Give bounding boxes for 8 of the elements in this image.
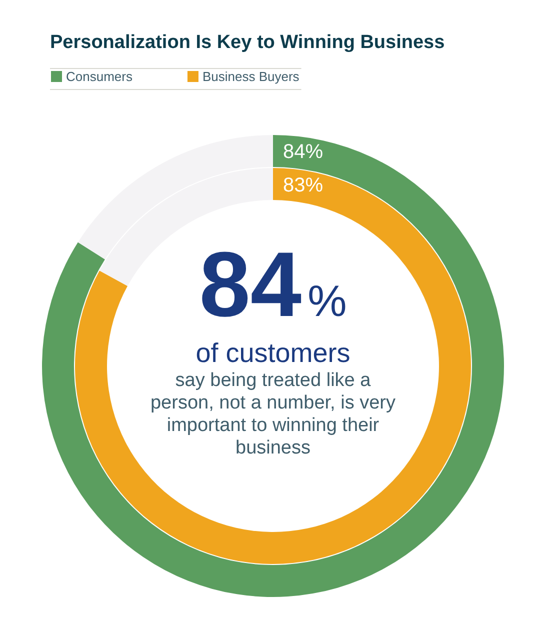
text: 84% bbox=[199, 234, 347, 336]
legend-label: Consumers bbox=[66, 69, 133, 84]
text: of customers bbox=[196, 338, 350, 368]
data-label: 84% bbox=[282, 141, 324, 164]
data-label: 83% bbox=[282, 174, 324, 196]
legend-label: Business Buyers bbox=[202, 69, 300, 84]
chart-title: Personalization Is Key to Winning Business bbox=[50, 32, 445, 53]
text: say being treated like a person, not a number, is very important to winning their business bbox=[150, 370, 396, 458]
